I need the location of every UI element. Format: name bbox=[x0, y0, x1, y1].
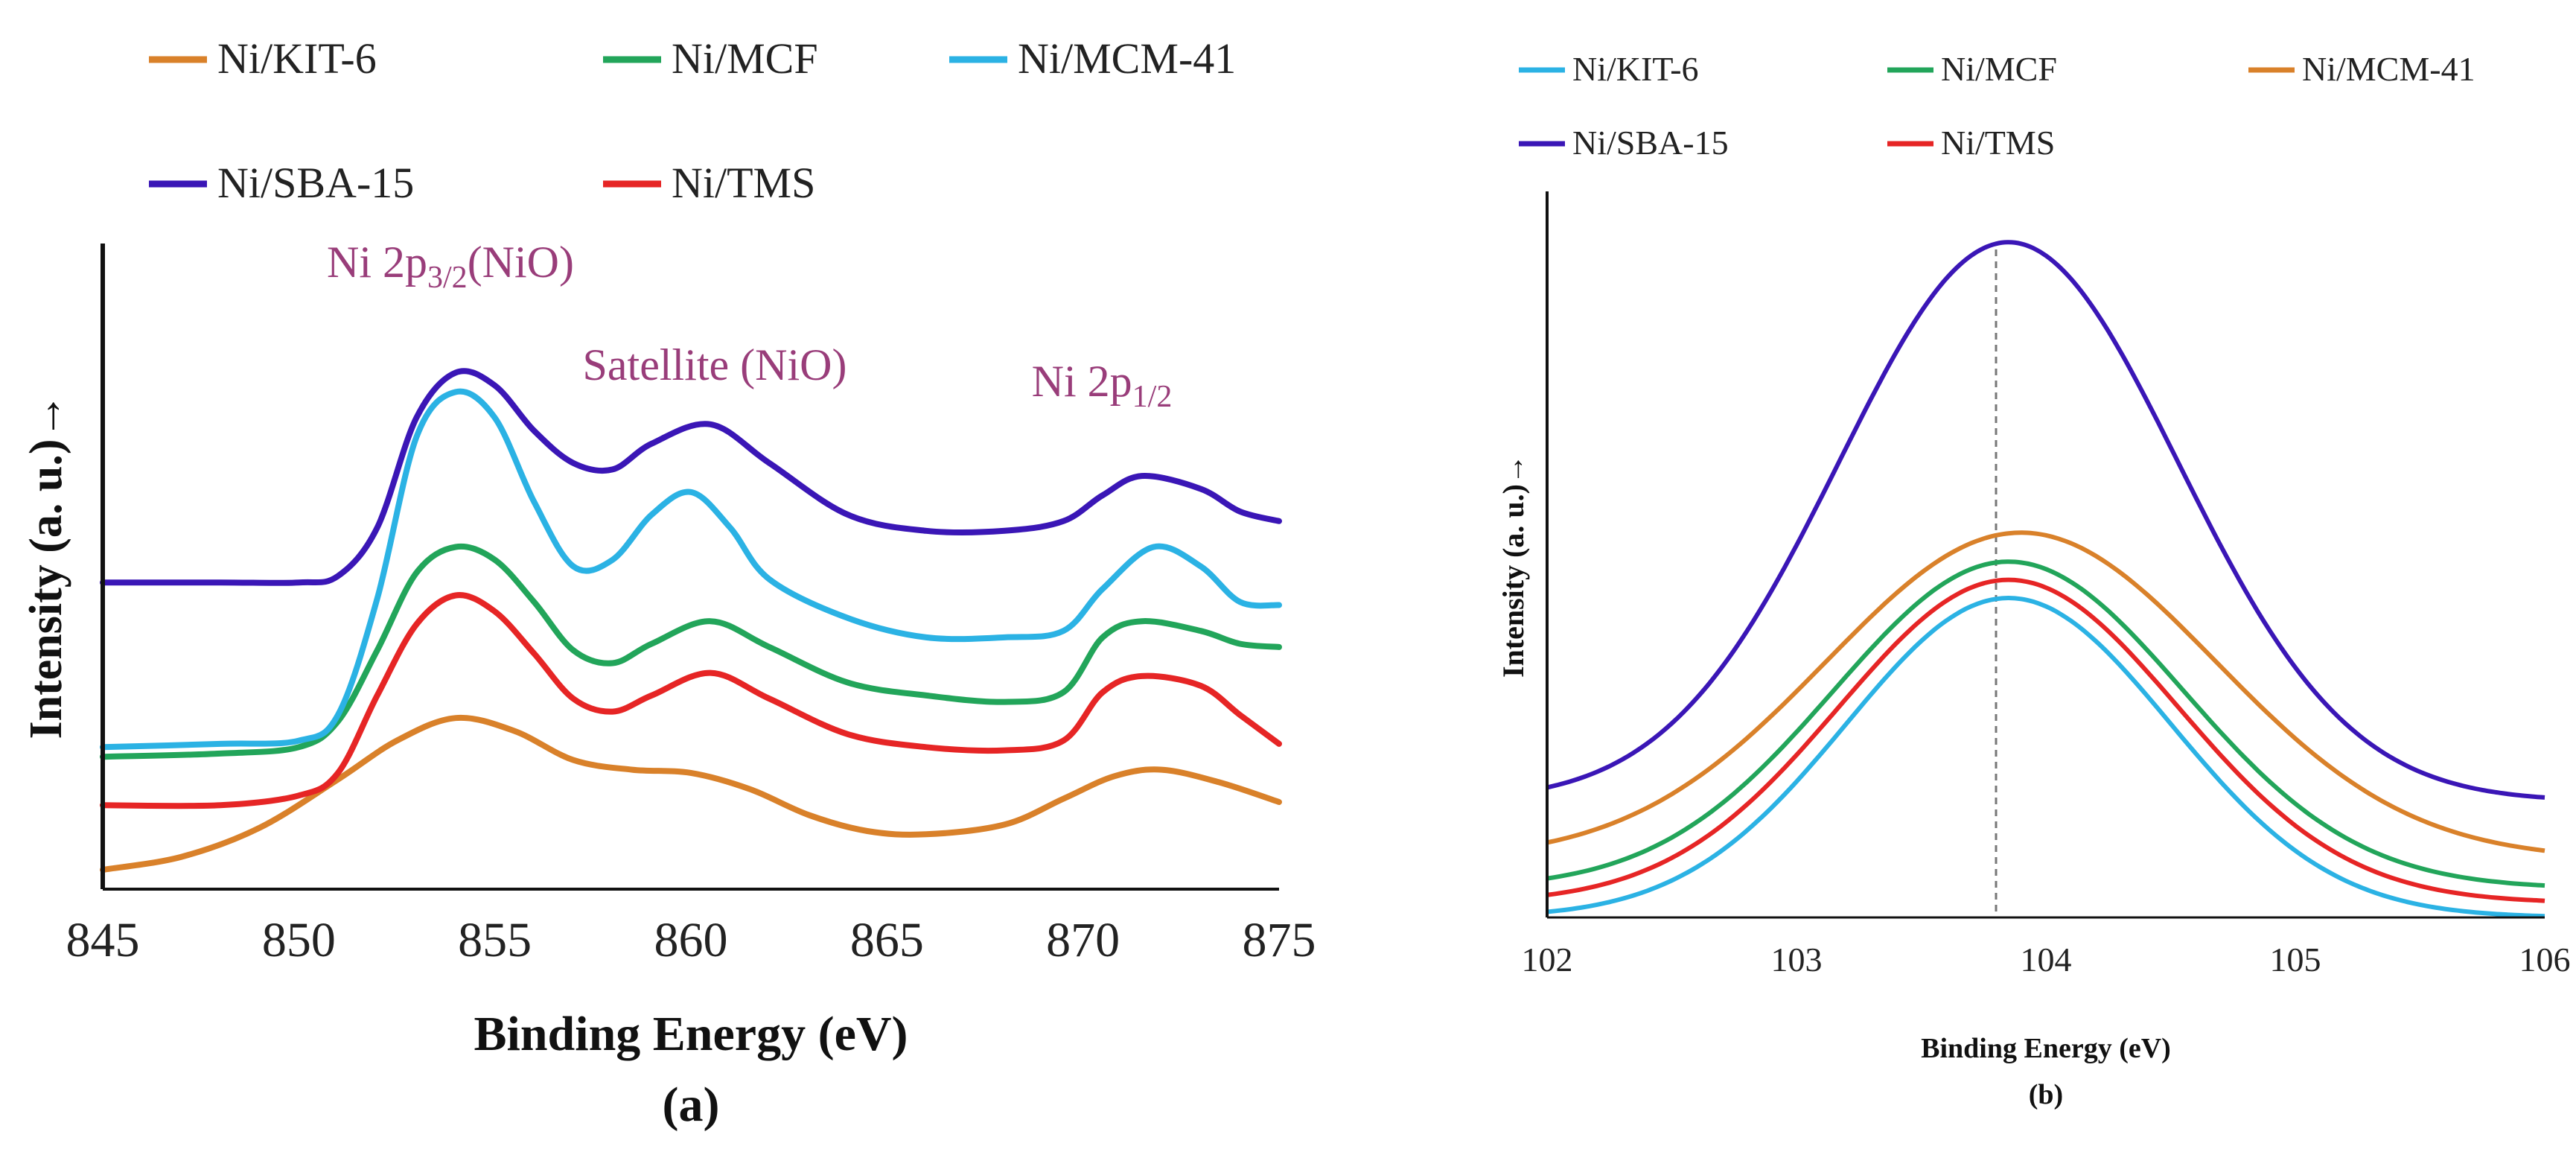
panel-b-x-tick-label: 104 bbox=[2021, 941, 2072, 979]
legend-label-ni-mcf: Ni/MCF bbox=[672, 34, 818, 83]
panel-b-x-tick-label: 105 bbox=[2270, 941, 2321, 979]
panel-a-x-tick-label: 870 bbox=[1046, 913, 1120, 967]
legend-label-ni-sba-15: Ni/SBA-15 bbox=[217, 159, 414, 207]
panel-a-x-tick-label: 865 bbox=[850, 913, 924, 967]
panel-a-x-axis-label: Binding Energy (eV) bbox=[474, 1007, 908, 1061]
panel-b-caption: (b) bbox=[2029, 1079, 2063, 1110]
series-line-ni-sba-15 bbox=[100, 368, 1282, 586]
panel-b-legend: Ni/KIT-6 Ni/MCF Ni/MCM-41 Ni/SBA-15 Ni/TMS bbox=[1519, 50, 2475, 162]
series-line-ni-mcf bbox=[1546, 559, 2545, 888]
legend-label-ni-kit-6: Ni/KIT-6 bbox=[217, 34, 377, 83]
panel-b-x-tick-label: 106 bbox=[2519, 941, 2571, 979]
legend-label-ni-kit-6: Ni/KIT-6 bbox=[1572, 50, 1699, 88]
series-line-ni-sba-15 bbox=[1546, 240, 2545, 800]
panel-a-x-tick-label: 850 bbox=[262, 913, 336, 967]
series-line-ni-tms bbox=[1546, 577, 2545, 903]
panel-b-x-ticks: 102 103 104 105 106 bbox=[1522, 941, 2571, 979]
legend-label-ni-sba-15: Ni/SBA-15 bbox=[1572, 124, 1729, 162]
panel-a: Ni/KIT-6 Ni/MCF Ni/MCM-41 Ni/SBA-15 Ni/TMS 8… bbox=[21, 34, 1316, 1132]
series-line-ni-tms bbox=[100, 592, 1282, 809]
legend-label-ni-tms: Ni/TMS bbox=[1941, 124, 2055, 162]
series-line-ni-mcm-41 bbox=[100, 388, 1282, 751]
series-line-ni-kit-6 bbox=[1546, 596, 2545, 919]
panel-b-x-tick-label: 103 bbox=[1771, 941, 1823, 979]
peak-annotation: Ni 2p1/2 bbox=[1032, 357, 1173, 414]
panel-a-x-tick-label: 845 bbox=[66, 913, 140, 967]
panel-a-x-tick-label: 875 bbox=[1243, 913, 1316, 967]
panel-a-x-tick-label: 855 bbox=[458, 913, 532, 967]
panel-b: Ni/KIT-6 Ni/MCF Ni/MCM-41 Ni/SBA-15 Ni/TMS 1… bbox=[1496, 50, 2571, 1110]
panel-a-x-tick-label: 860 bbox=[654, 913, 728, 967]
legend-label-ni-mcm-41: Ni/MCM-41 bbox=[2302, 50, 2475, 88]
panel-b-x-axis-label: Binding Energy (eV) bbox=[1921, 1033, 2171, 1064]
peak-annotation: Ni 2p3/2(NiO) bbox=[327, 238, 574, 295]
panel-a-annotations: Ni 2p3/2(NiO)Satellite (NiO) Ni 2p1/2 bbox=[327, 238, 1172, 414]
panel-b-series bbox=[1546, 240, 2545, 919]
legend-label-ni-tms: Ni/TMS bbox=[672, 159, 815, 207]
panel-a-series bbox=[100, 368, 1282, 873]
panel-b-y-axis-label: Intensity (a. u.)→ bbox=[1496, 454, 1530, 678]
legend-label-ni-mcm-41: Ni/MCM-41 bbox=[1018, 34, 1236, 83]
series-line-ni-mcf bbox=[100, 543, 1282, 760]
series-line-ni-mcm-41 bbox=[1546, 530, 2545, 853]
panel-b-x-tick-label: 102 bbox=[1522, 941, 1573, 979]
panel-a-caption: (a) bbox=[663, 1078, 720, 1132]
panel-a-x-ticks: 845 850 855 860 865 870 875 bbox=[66, 913, 1316, 967]
panel-a-legend: Ni/KIT-6 Ni/MCF Ni/MCM-41 Ni/SBA-15 Ni/TMS bbox=[149, 34, 1236, 207]
peak-annotation: Satellite (NiO) bbox=[583, 340, 847, 389]
legend-label-ni-mcf: Ni/MCF bbox=[1941, 50, 2057, 88]
panel-a-y-axis-label: Intensity (a. u.)→ bbox=[21, 392, 71, 739]
